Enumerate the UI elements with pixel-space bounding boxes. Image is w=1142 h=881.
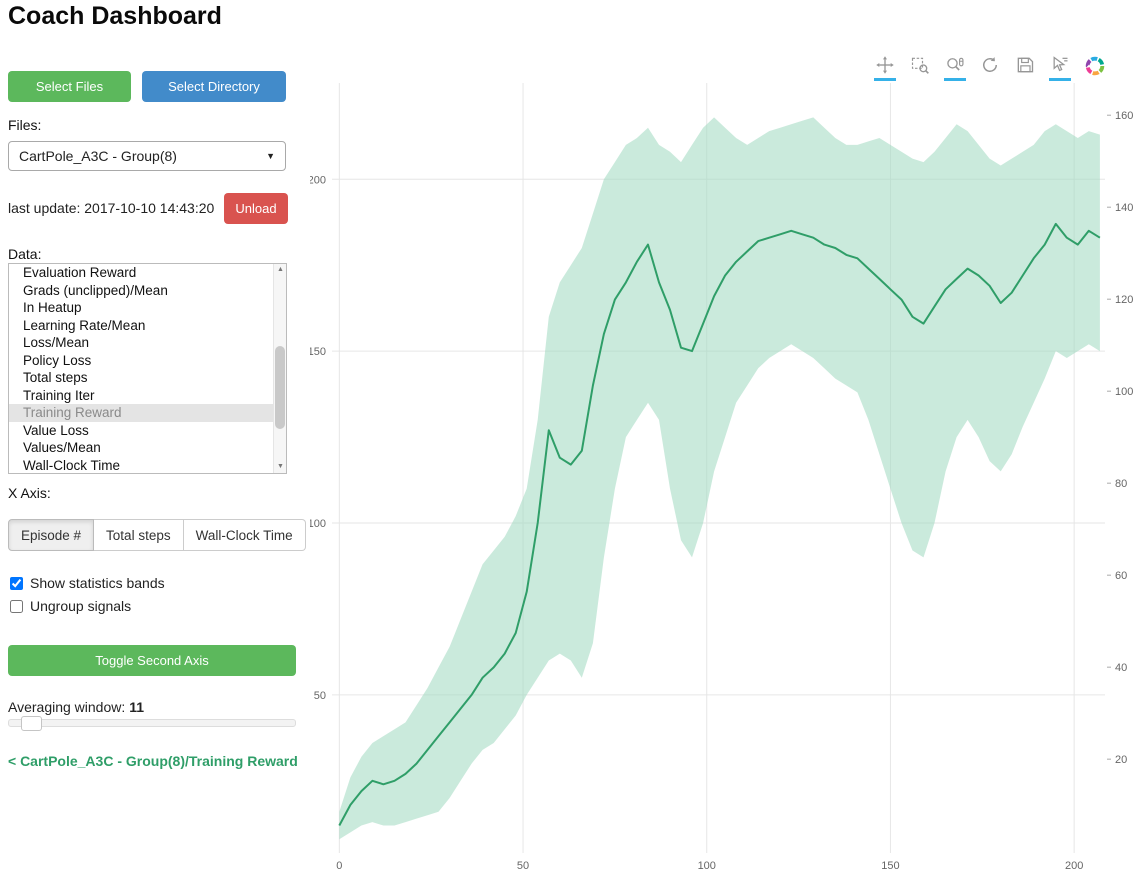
data-list-scrollbar[interactable]: ▲ ▼	[273, 264, 286, 473]
reset-tool-icon[interactable]	[979, 55, 1001, 81]
unload-button[interactable]: Unload	[224, 193, 288, 224]
svg-text:50: 50	[517, 860, 529, 872]
averaging-slider-handle[interactable]	[21, 716, 42, 731]
list-item-values-mean[interactable]: Values/Mean	[23, 440, 101, 455]
x-axis-option-episode[interactable]: Episode #	[8, 519, 95, 551]
x-axis-option-wall-clock-time[interactable]: Wall-Clock Time	[183, 519, 306, 551]
list-item-value-loss[interactable]: Value Loss	[23, 422, 89, 438]
svg-text:100: 100	[310, 518, 326, 530]
last-update-text: last update: 2017-10-10 14:43:20	[8, 200, 215, 216]
svg-text:60: 60	[1115, 570, 1127, 582]
svg-text:0: 0	[336, 860, 342, 872]
list-item-learning-rate[interactable]: Learning Rate/Mean	[23, 317, 146, 333]
list-item-evaluation-reward[interactable]: Evaluation Reward	[23, 265, 137, 280]
averaging-value: 11	[129, 699, 145, 715]
box-zoom-tool-icon[interactable]	[909, 55, 931, 81]
list-item-in-heatup[interactable]: In Heatup	[23, 300, 82, 315]
ungroup-signals-label: Ungroup signals	[30, 598, 132, 614]
x-axis-button-group: Episode # Total steps Wall-Clock Time	[8, 519, 306, 551]
files-dropdown-value: CartPole_A3C - Group(8)	[19, 148, 177, 164]
svg-text:150: 150	[881, 860, 899, 872]
show-bands-label: Show statistics bands	[30, 575, 165, 591]
select-files-button[interactable]: Select Files	[8, 71, 131, 102]
svg-text:50: 50	[314, 690, 326, 702]
list-item-grads-mean[interactable]: Grads (unclipped)/Mean	[23, 282, 168, 298]
chart-panel: 0 50 100 150 200 50 100 150 200 20 40 60 80 100 120 140…	[310, 53, 1142, 881]
ungroup-signals-checkbox[interactable]	[10, 599, 23, 613]
page-title: Coach Dashboard	[8, 2, 222, 30]
toggle-second-axis-button[interactable]: Toggle Second Axis	[8, 645, 296, 676]
show-bands-row[interactable]: Show statistics bands	[10, 575, 165, 591]
data-signal-list: Evaluation Reward Grads (unclipped)/Mean…	[8, 263, 287, 474]
svg-text:120: 120	[1115, 294, 1133, 306]
svg-text:200: 200	[310, 174, 326, 186]
x-axis-option-total-steps[interactable]: Total steps	[94, 519, 184, 551]
hover-tool-icon[interactable]	[1049, 55, 1071, 81]
svg-text:140: 140	[1115, 202, 1133, 214]
averaging-label: Averaging window:	[8, 699, 126, 715]
wheel-zoom-tool-icon[interactable]	[944, 55, 966, 81]
scrollbar-thumb[interactable]	[275, 346, 285, 429]
scroll-down-icon[interactable]: ▼	[277, 463, 284, 470]
files-dropdown[interactable]: CartPole_A3C - Group(8) ▼	[8, 141, 286, 171]
svg-text:200: 200	[1065, 860, 1083, 872]
show-bands-checkbox[interactable]	[10, 576, 23, 590]
list-item-loss-mean[interactable]: Loss/Mean	[23, 335, 90, 350]
save-tool-icon[interactable]	[1014, 55, 1036, 81]
svg-text:150: 150	[310, 346, 326, 358]
data-label: Data:	[8, 246, 42, 262]
pan-tool-icon[interactable]	[874, 55, 896, 81]
averaging-window-row: Averaging window: 11	[8, 699, 144, 715]
select-directory-button[interactable]: Select Directory	[142, 71, 286, 102]
svg-text:160: 160	[1115, 110, 1133, 122]
list-item-wall-clock-time[interactable]: Wall-Clock Time	[23, 457, 121, 473]
list-item-policy-loss[interactable]: Policy Loss	[23, 352, 92, 368]
reward-chart[interactable]: 0 50 100 150 200 50 100 150 200 20 40 60 80 100 120 140…	[310, 53, 1142, 881]
chart-toolbar	[874, 55, 1106, 81]
svg-text:80: 80	[1115, 478, 1127, 490]
dropdown-caret-icon: ▼	[266, 151, 275, 161]
svg-text:100: 100	[698, 860, 716, 872]
list-item-training-reward[interactable]: Training Reward	[9, 404, 286, 422]
svg-text:20: 20	[1115, 754, 1127, 766]
files-label: Files:	[8, 117, 42, 133]
ungroup-signals-row[interactable]: Ungroup signals	[10, 598, 131, 614]
svg-text:40: 40	[1115, 662, 1127, 674]
list-item-total-steps[interactable]: Total steps	[23, 370, 88, 385]
bokeh-logo-icon[interactable]	[1084, 55, 1106, 81]
x-axis-label: X Axis:	[8, 485, 51, 501]
scroll-up-icon[interactable]: ▲	[277, 266, 284, 273]
list-item-training-iter[interactable]: Training Iter	[23, 387, 95, 403]
signal-breadcrumb-link[interactable]: < CartPole_A3C - Group(8)/Training Rewar…	[8, 753, 298, 769]
averaging-slider[interactable]	[8, 716, 296, 731]
svg-text:100: 100	[1115, 386, 1133, 398]
